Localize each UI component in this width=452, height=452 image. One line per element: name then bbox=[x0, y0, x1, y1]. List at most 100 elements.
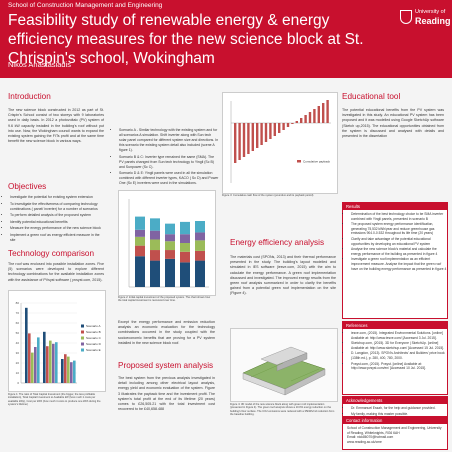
poster-title: Feasibility study of renewable energy & … bbox=[8, 12, 364, 67]
scenario-list: Scenario A - Similar technology with the… bbox=[111, 128, 219, 188]
logo-bottom-text: Reading bbox=[415, 16, 451, 26]
y-tick-label: 10 bbox=[16, 371, 20, 375]
objective-item: To perform detailed analysis of the prop… bbox=[10, 213, 106, 218]
chart-bar bbox=[61, 359, 64, 383]
legend-label: Scenario D bbox=[86, 342, 102, 346]
chart-bar bbox=[28, 333, 31, 383]
chart-bar bbox=[46, 346, 49, 383]
contact-details: School of Construction Management and En… bbox=[343, 424, 447, 446]
legend-label: Scenario B bbox=[86, 330, 101, 334]
stacked-bar-segment bbox=[180, 251, 190, 263]
contact-email[interactable]: Email: nick86070@hotmail.com bbox=[347, 435, 394, 440]
evaluation-text: Except the energy performance and emissi… bbox=[118, 320, 215, 345]
objectives-heading: Objectives bbox=[8, 182, 47, 191]
cashflow-chart: Cumulative payback bbox=[230, 100, 331, 183]
results-list: Determination of the best technology cho… bbox=[343, 212, 447, 271]
y-tick-label: 60 bbox=[16, 321, 20, 325]
chart-bar bbox=[43, 331, 46, 383]
cashflow-bar bbox=[269, 123, 272, 139]
stacked-bar-segment bbox=[195, 240, 205, 251]
capital-bar-chart bbox=[128, 199, 209, 288]
contact-address: School of Construction Management and En… bbox=[347, 426, 442, 435]
scenario-item: Scenario A - Similar technology with the… bbox=[119, 128, 219, 153]
objective-item: Investigate the potential for existing s… bbox=[10, 195, 106, 200]
chart-bar bbox=[49, 340, 52, 383]
cashflow-bar bbox=[238, 123, 241, 160]
stacked-bar-segment bbox=[150, 239, 160, 251]
acknowledgements-list: Dr. Emmanuel Essah, for the help and gui… bbox=[343, 406, 447, 416]
cashflow-bar bbox=[313, 109, 316, 123]
objective-item: Measure the energy performance of the ne… bbox=[10, 226, 106, 231]
acknowledgement-item: My family, making this master possible. bbox=[351, 412, 447, 417]
cashflow-bar bbox=[295, 121, 298, 123]
cashflow-bar bbox=[317, 106, 320, 123]
contact-website[interactable]: www.reading.ac.uk/cme bbox=[347, 439, 382, 444]
results-heading: Results bbox=[343, 203, 447, 210]
stacked-bar-segment bbox=[180, 262, 190, 287]
y-tick-label: 20 bbox=[16, 361, 20, 365]
cashflow-bar bbox=[242, 123, 246, 157]
figure2-caption: Figure 2: Initial capital investment of … bbox=[118, 296, 211, 303]
stacked-bar-segment bbox=[195, 221, 205, 233]
reference-item: Pvsyst.com, (2015). Pvsyst. [online] Ava… bbox=[351, 362, 447, 371]
legend-swatch bbox=[81, 330, 84, 334]
stacked-bar-segment bbox=[195, 232, 205, 241]
result-item: Investigate a green roof implementation … bbox=[351, 257, 447, 271]
scenario-chart-figure: 0 10 20 30 40 50 60 70 80 Scenario A Scenario B Sce… bbox=[8, 290, 106, 392]
stacked-bar-segment bbox=[135, 236, 145, 246]
stacked-bar-segment bbox=[150, 230, 160, 240]
chart-bar bbox=[73, 360, 76, 383]
legend-swatch bbox=[81, 348, 84, 352]
introduction-heading: Introduction bbox=[8, 92, 51, 101]
y-tick-label: 50 bbox=[16, 331, 20, 335]
crest-icon bbox=[400, 10, 412, 24]
logo-top-text: University of bbox=[415, 9, 446, 15]
building-model-figure bbox=[230, 328, 338, 402]
cashflow-bar bbox=[264, 123, 268, 142]
figure4-caption: Figure 4: 3D model of the new science bl… bbox=[230, 403, 335, 417]
stacked-bar-segment bbox=[165, 223, 175, 235]
y-tick-label: 70 bbox=[16, 311, 20, 315]
contact-heading: Contact information bbox=[343, 417, 447, 424]
stacked-bar-segment bbox=[180, 221, 190, 235]
result-item: Analyse the new science block's material… bbox=[351, 247, 447, 256]
cashflow-bar bbox=[278, 123, 281, 133]
proposed-text: The best system from the previous analys… bbox=[118, 376, 215, 412]
stacked-bar-segment bbox=[135, 256, 145, 287]
cashflow-bar bbox=[247, 123, 250, 154]
legend-label: Cumulative payback bbox=[303, 160, 331, 164]
result-item: Determination of the best technology cho… bbox=[351, 212, 447, 221]
reference-item: iesve.com, (2015). Integrated Environmen… bbox=[351, 331, 447, 340]
stacked-bar-segment bbox=[180, 234, 190, 243]
reference-item: D. Langdon, (2013). SPON's Architects' a… bbox=[351, 351, 447, 360]
cashflow-bar bbox=[304, 115, 307, 123]
scenario-item: Scenario D & E: Yingli panels were used … bbox=[119, 171, 219, 186]
chart-bar bbox=[34, 347, 37, 383]
figure1-caption: Figure 1: The ratio of Total Capital Inv… bbox=[8, 393, 101, 407]
author-name: Nikos Anastasiadis bbox=[8, 60, 71, 69]
cashflow-bar bbox=[260, 123, 263, 145]
stacked-bar-segment bbox=[165, 250, 175, 259]
proposed-heading: Proposed system analysis bbox=[118, 361, 214, 370]
chart-bar bbox=[31, 352, 34, 383]
legend-swatch bbox=[297, 160, 301, 163]
chart-bar bbox=[55, 342, 58, 383]
energy-heading: Energy efficiency analysis bbox=[230, 238, 325, 247]
cashflow-bar bbox=[300, 118, 303, 123]
cashflow-chart-figure: Cumulative payback bbox=[222, 92, 338, 194]
chart-bar bbox=[37, 337, 40, 383]
stacked-bar-segment bbox=[150, 260, 160, 287]
stacked-bar-segment bbox=[135, 216, 145, 230]
poster-header: School of Construction Management and En… bbox=[0, 0, 452, 78]
chart-bar bbox=[25, 307, 28, 383]
legend-label: Scenario C bbox=[86, 336, 102, 340]
y-tick-label: 0 bbox=[17, 381, 19, 385]
energy-text: The materials cost (SPONs, 2013) and the… bbox=[230, 255, 336, 296]
cashflow-bar bbox=[273, 123, 276, 136]
stacked-bar-segment bbox=[165, 258, 175, 287]
y-tick-label: 40 bbox=[16, 341, 20, 345]
cashflow-bar bbox=[282, 123, 285, 130]
reference-item: Sketchup.com, (2015). 3D for Everyone | … bbox=[351, 341, 447, 350]
stacked-bar-segment bbox=[150, 218, 160, 231]
stacked-bar-segment bbox=[165, 241, 175, 251]
